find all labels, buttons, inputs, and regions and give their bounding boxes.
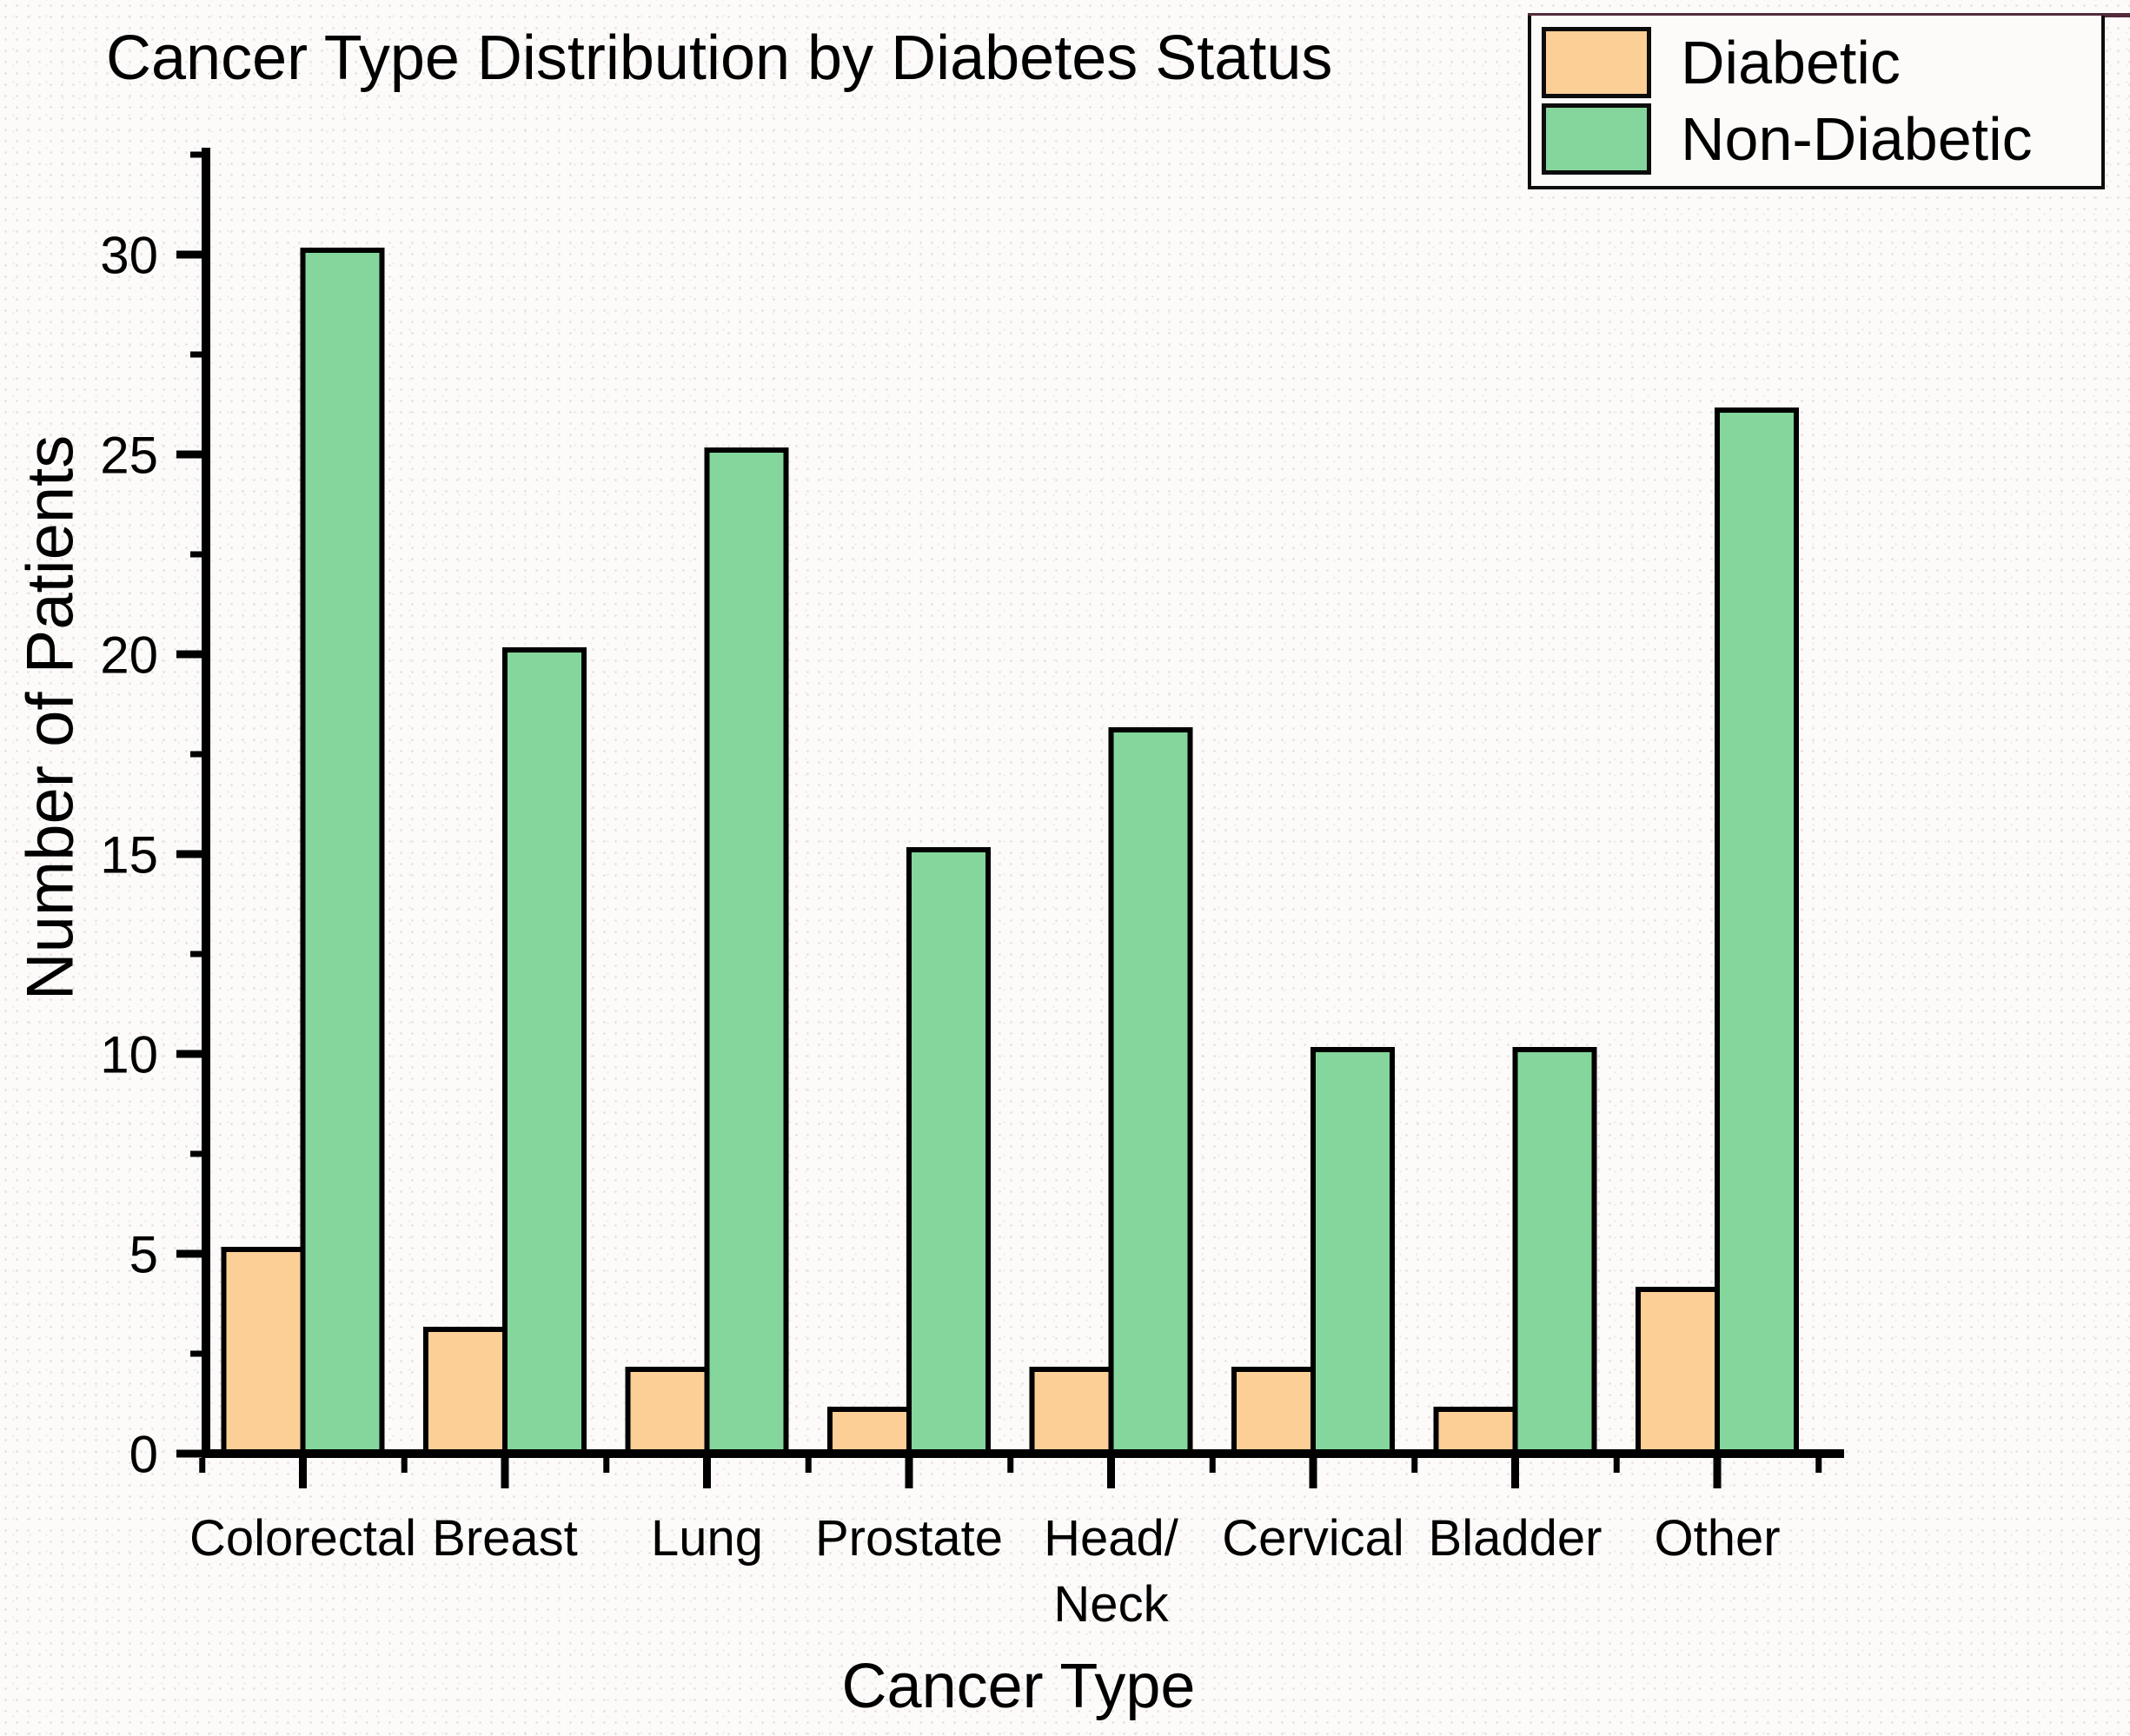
bar-non-diabetic-prostate [906,847,991,1456]
x-category-label: Bladder [1429,1510,1602,1567]
x-category-label: Head/ [1044,1510,1179,1567]
bar-diabetic-colorectal [221,1247,306,1456]
legend-item-label: Diabetic [1681,28,1901,96]
bar-non-diabetic-breast [502,647,587,1456]
legend-item-label: Non-Diabetic [1681,105,2033,174]
bar-diabetic-bladder [1433,1407,1518,1456]
legend-swatch-diabetic [1542,26,1651,98]
bar-diabetic-lung [625,1367,710,1456]
legend-item-diabetic: Diabetic [1542,26,2101,98]
x-category-label: Cervical [1222,1510,1404,1567]
x-category-label: Breast [432,1510,578,1567]
bar-non-diabetic-head-neck [1108,727,1193,1456]
x-category-label: Neck [1053,1576,1169,1633]
bar-non-diabetic-bladder [1512,1047,1597,1456]
y-tick-label: 15 [100,826,158,885]
chart-title: Cancer Type Distribution by Diabetes Sta… [106,23,1333,93]
bar-diabetic-prostate [827,1407,912,1456]
y-tick-label: 25 [100,427,158,485]
bar-diabetic-head-neck [1029,1367,1114,1456]
x-category-label: Other [1654,1510,1780,1567]
bar-non-diabetic-lung [704,447,789,1456]
bar-diabetic-breast [423,1327,508,1456]
bar-diabetic-other [1636,1287,1720,1456]
y-tick-label: 5 [129,1226,158,1284]
x-axis-title: Cancer Type [841,1652,1196,1721]
x-category-label: Prostate [815,1510,1003,1567]
legend: Diabetic Non-Diabetic [1528,16,2105,189]
y-tick-label: 0 [129,1426,158,1484]
legend-item-non-diabetic: Non-Diabetic [1542,103,2101,176]
y-tick-label: 20 [100,626,158,685]
x-category-label: Lung [651,1510,763,1567]
bar-non-diabetic-other [1715,407,1799,1456]
y-tick-label: 10 [100,1026,158,1084]
legend-top-line [1528,13,2130,17]
legend-swatch-non-diabetic [1542,103,1651,176]
bar-non-diabetic-cervical [1311,1047,1395,1456]
bar-diabetic-cervical [1231,1367,1316,1456]
y-tick-label: 30 [100,227,158,285]
bar-non-diabetic-colorectal [300,248,385,1456]
x-category-label: Colorectal [189,1510,416,1567]
